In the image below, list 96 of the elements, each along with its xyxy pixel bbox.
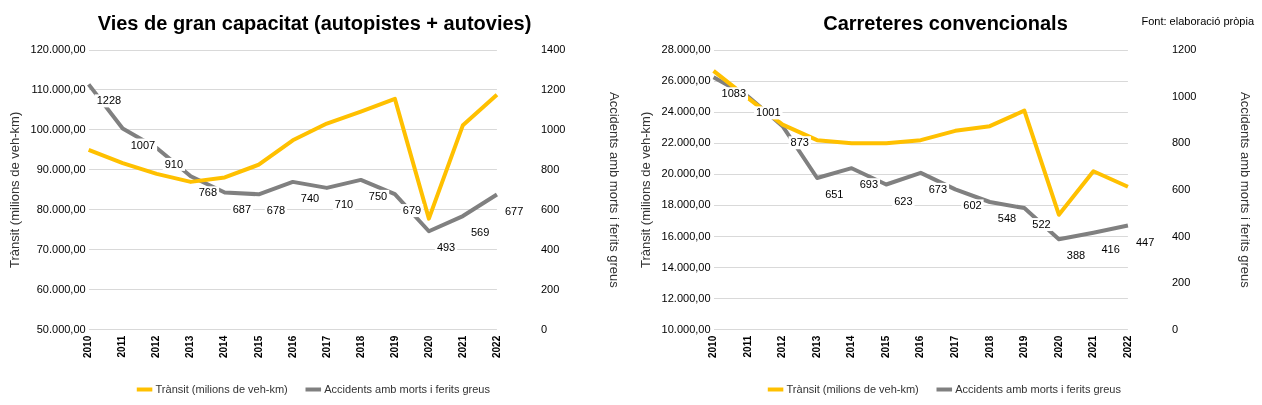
y-tick-label: 70.000,00 [36,242,86,255]
data-label: 1083 [721,87,747,100]
y2-tick-label: 200 [1171,276,1191,289]
x-tick-label: 2017 [949,335,961,358]
y-tick-label: 14.000,00 [661,260,711,273]
x-tick-label: 2010 [82,335,94,358]
data-label: 602 [963,199,982,212]
x-tick-label: 2015 [879,335,891,358]
data-label: 910 [164,157,184,170]
x-tick-label: 2022 [490,335,502,358]
data-label: 710 [334,197,354,210]
data-label: 1007 [130,138,156,151]
x-tick-label: 2010 [707,335,719,358]
data-label: 522 [1032,218,1051,231]
x-tick-label: 2012 [776,335,788,358]
data-label: 388 [1066,249,1086,262]
y-tick-label: 28.000,00 [661,43,711,56]
x-tick-label: 2019 [388,335,400,358]
y2-tick-label: 800 [1171,136,1191,149]
x-tick-label: 2019 [1018,335,1030,358]
data-label: 679 [402,204,422,217]
y2-tick-label: 600 [1171,182,1191,195]
x-tick-label: 2016 [286,335,298,358]
legend-label: Accidents amb morts i ferits greus [324,382,491,395]
y2-tick-label: 1200 [540,83,566,95]
y2-tick-label: 1200 [1171,43,1197,56]
y-axis-title: Trànsit (milions de veh-km) [638,111,654,269]
y-tick-label: 50.000,00 [36,322,86,335]
y-tick-label: 60.000,00 [36,282,86,295]
y2-tick-label: 1400 [540,43,566,56]
y2-tick-label: 0 [1171,322,1179,335]
y2-tick-label: 0 [540,322,548,335]
data-label: 1228 [96,94,122,107]
y-tick-label: 90.000,00 [36,162,86,175]
y-tick-label: 24.000,00 [661,105,711,118]
y2-tick-label: 1000 [540,122,566,135]
legend-label: Accidents amb morts i ferits greus [955,382,1122,395]
y-tick-label: 18.000,00 [661,198,711,211]
x-tick-label: 2018 [354,335,366,358]
y2-tick-label: 400 [540,242,560,255]
data-label: 768 [198,186,218,199]
y-tick-label: 20.000,00 [661,167,711,180]
x-tick-label: 2013 [184,335,196,358]
y2-tick-label: 200 [540,282,560,295]
data-label: 740 [300,191,320,204]
y-axis-title: Trànsit (milions de veh-km) [7,111,23,269]
x-tick-label: 2014 [845,335,857,358]
data-label: 673 [928,182,948,195]
x-tick-label: 2018 [983,335,995,358]
x-tick-label: 2020 [1052,335,1064,358]
data-label: 416 [1101,242,1120,255]
y-tick-label: 110.000,00 [31,83,86,95]
x-tick-label: 2011 [741,335,753,358]
x-tick-label: 2015 [252,335,264,358]
data-label: 678 [266,204,286,217]
y2-tick-label: 800 [540,162,560,175]
y2-axis-title: Accidents amb morts i ferits greus [606,91,622,289]
x-tick-label: 2021 [1087,335,1099,358]
data-label: 687 [232,202,252,215]
x-tick-label: 2022 [1121,335,1133,358]
y-tick-label: 80.000,00 [36,202,86,215]
data-label: 548 [997,212,1017,225]
data-label: 569 [470,226,490,239]
data-label: 447 [1135,235,1155,248]
x-tick-label: 2020 [422,335,434,358]
y-tick-label: 16.000,00 [661,229,711,242]
data-label: 873 [790,136,809,149]
y2-tick-label: 1000 [1171,89,1197,102]
y-tick-label: 100.000,00 [30,122,86,135]
data-label: 623 [894,194,913,207]
y-tick-label: 22.000,00 [661,136,711,149]
x-tick-label: 2013 [810,335,822,358]
x-tick-label: 2021 [456,335,468,358]
y-tick-label: 12.000,00 [661,291,711,304]
x-tick-label: 2014 [218,335,230,358]
y2-axis-title: Accidents amb morts i ferits greus [1237,91,1253,289]
y-tick-label: 120.000,00 [30,43,86,56]
data-label: 1001 [756,106,781,119]
y2-tick-label: 400 [1171,229,1191,242]
data-label: 693 [859,178,879,191]
y2-tick-label: 600 [540,202,560,215]
data-label: 750 [368,189,388,202]
data-label: 651 [825,188,844,201]
x-tick-label: 2011 [116,335,128,358]
x-tick-label: 2012 [150,335,162,358]
text: Font: elaboració pròpia [1141,14,1255,27]
data-label: 493 [436,241,456,254]
y-tick-label: 26.000,00 [661,74,711,87]
chart-title: Vies de gran capacitat (autopistes + autovies) [97,11,532,34]
y-tick-label: 10.000,00 [661,322,711,335]
legend-label: Trànsit (milions de veh-km) [786,382,919,395]
data-label: 677 [504,204,524,217]
legend-label: Trànsit (milions de veh-km) [155,382,288,395]
chart-title: Carreteres convencionals [823,11,1068,34]
x-tick-label: 2016 [914,335,926,358]
x-tick-label: 2017 [320,335,332,358]
